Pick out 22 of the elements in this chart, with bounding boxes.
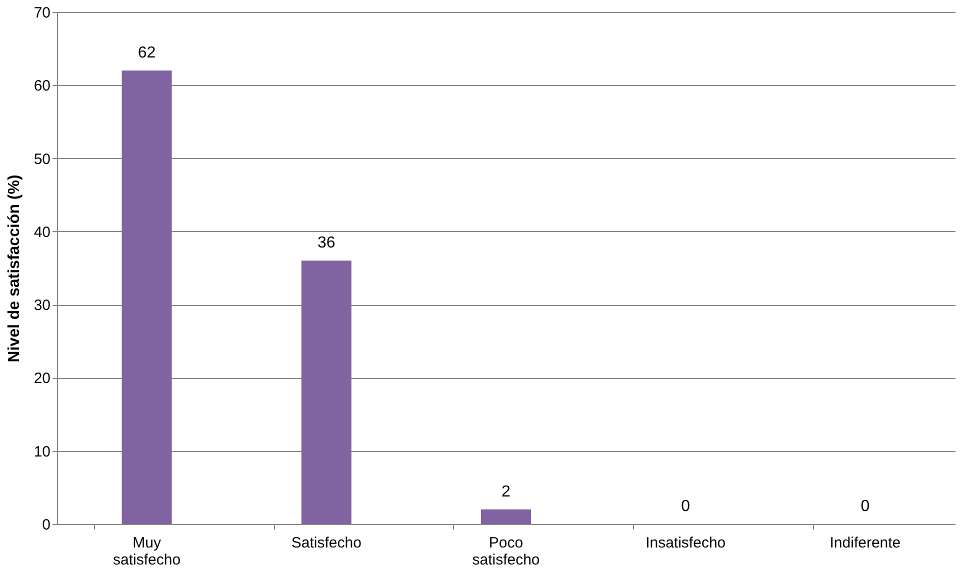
- y-tick-label: 10: [34, 443, 50, 460]
- y-tick-label: 50: [34, 150, 50, 168]
- data-label: 62: [138, 44, 156, 62]
- bar: [481, 509, 531, 524]
- y-tick-label: 30: [34, 297, 50, 314]
- x-tick-label: Muy satisfecho: [113, 534, 181, 568]
- y-tick-label: 0: [42, 516, 50, 534]
- bar: [301, 260, 352, 524]
- x-tick-label: Indiferente: [830, 534, 901, 552]
- data-label: 36: [318, 234, 336, 252]
- y-axis-title: Nivel de satisfacción (%): [6, 174, 23, 362]
- data-label: 0: [681, 498, 690, 515]
- x-tick-label: Insatisfecho: [646, 534, 726, 552]
- data-label: 2: [502, 483, 511, 500]
- y-tick-label: 70: [34, 4, 50, 22]
- x-tick-label: Satisfecho: [291, 534, 362, 552]
- bar: [122, 70, 172, 524]
- y-tick-label: 60: [34, 78, 50, 95]
- x-tick-label: Poco satisfecho: [472, 534, 540, 568]
- y-tick-label: 40: [34, 224, 50, 241]
- y-tick-label: 20: [34, 370, 50, 388]
- data-label: 0: [860, 498, 870, 515]
